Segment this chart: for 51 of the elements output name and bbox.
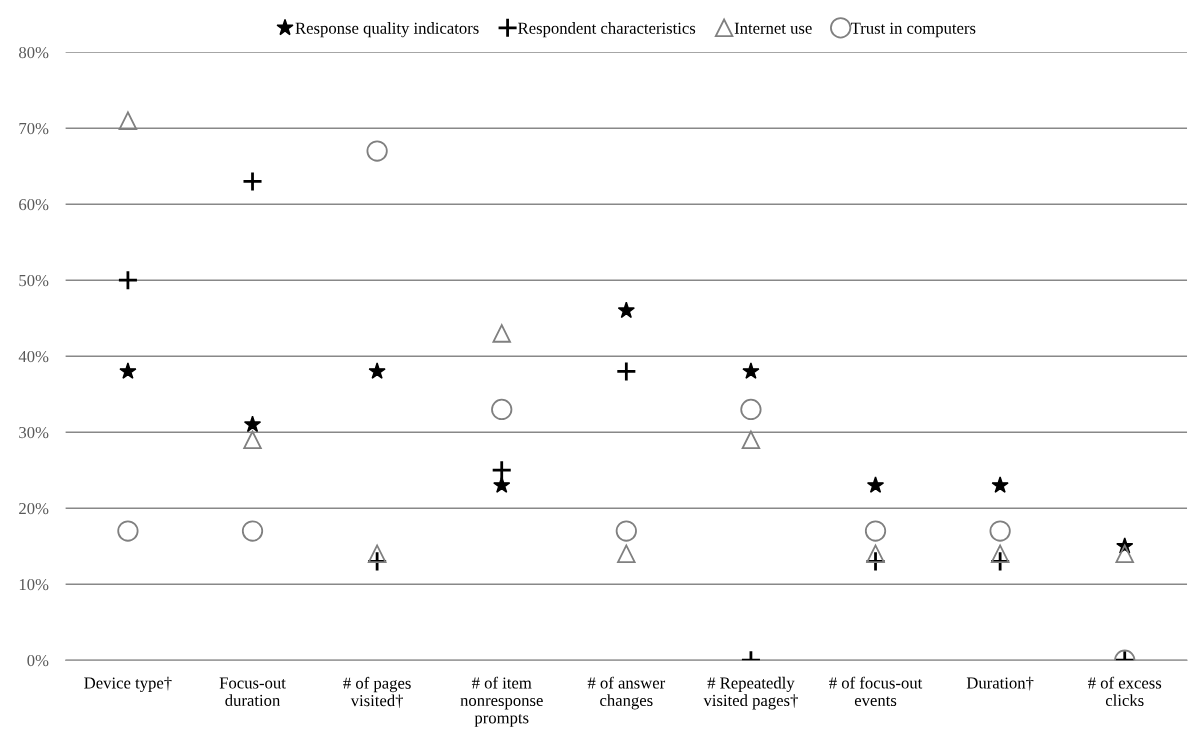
legend-label: Trust in computers [850,22,976,38]
point [243,415,262,433]
point [615,520,637,542]
y-tick-label: 50% [19,274,49,287]
point [492,324,511,343]
point [118,111,138,130]
x-tick-label: # of focus-out events [829,676,923,707]
point [117,520,139,542]
point [866,544,885,564]
point [117,269,139,291]
point [368,362,386,379]
point [617,544,636,564]
x-tick-label: # Repeatedly visited pages† [703,676,798,710]
legend-label: Respondent characteristics [518,22,696,38]
point [242,171,263,192]
x-tick-label: # of excess clicks [1088,676,1162,707]
point [864,520,887,542]
x-tick-label: # of item nonresponse prompts [460,676,543,727]
x-tick-label: # of answer changes [587,676,666,710]
point [491,459,513,481]
legend-label: Internet use [734,22,812,34]
point [615,361,637,382]
x-tick-label: Focus-out duration [219,677,286,707]
x-tick-label: # of pages visited† [343,676,411,709]
point [366,140,388,162]
point [742,362,760,379]
point [991,476,1009,493]
point [491,398,513,421]
y-tick-label: 60% [19,198,49,211]
point [119,362,137,379]
point [989,520,1011,542]
legend-label: Response quality indicators [295,22,479,38]
point [740,398,762,421]
y-tick-label: 80% [19,46,49,59]
point [493,476,511,493]
y-tick-label: 0% [27,654,49,667]
point [617,301,635,319]
point [741,430,761,450]
point [990,544,1010,564]
point [367,544,387,564]
point [866,476,885,493]
y-tick-label: 70% [19,122,49,135]
x-tick-label: Device type† [84,676,172,693]
point [1115,544,1134,564]
y-tick-label: 10% [19,578,49,591]
point [241,520,264,542]
y-tick-label: 30% [19,426,49,439]
y-tick-label: 40% [18,350,49,363]
y-tick-label: 20% [19,502,49,515]
point [243,430,262,450]
x-tick-label: Duration† [966,676,1034,691]
